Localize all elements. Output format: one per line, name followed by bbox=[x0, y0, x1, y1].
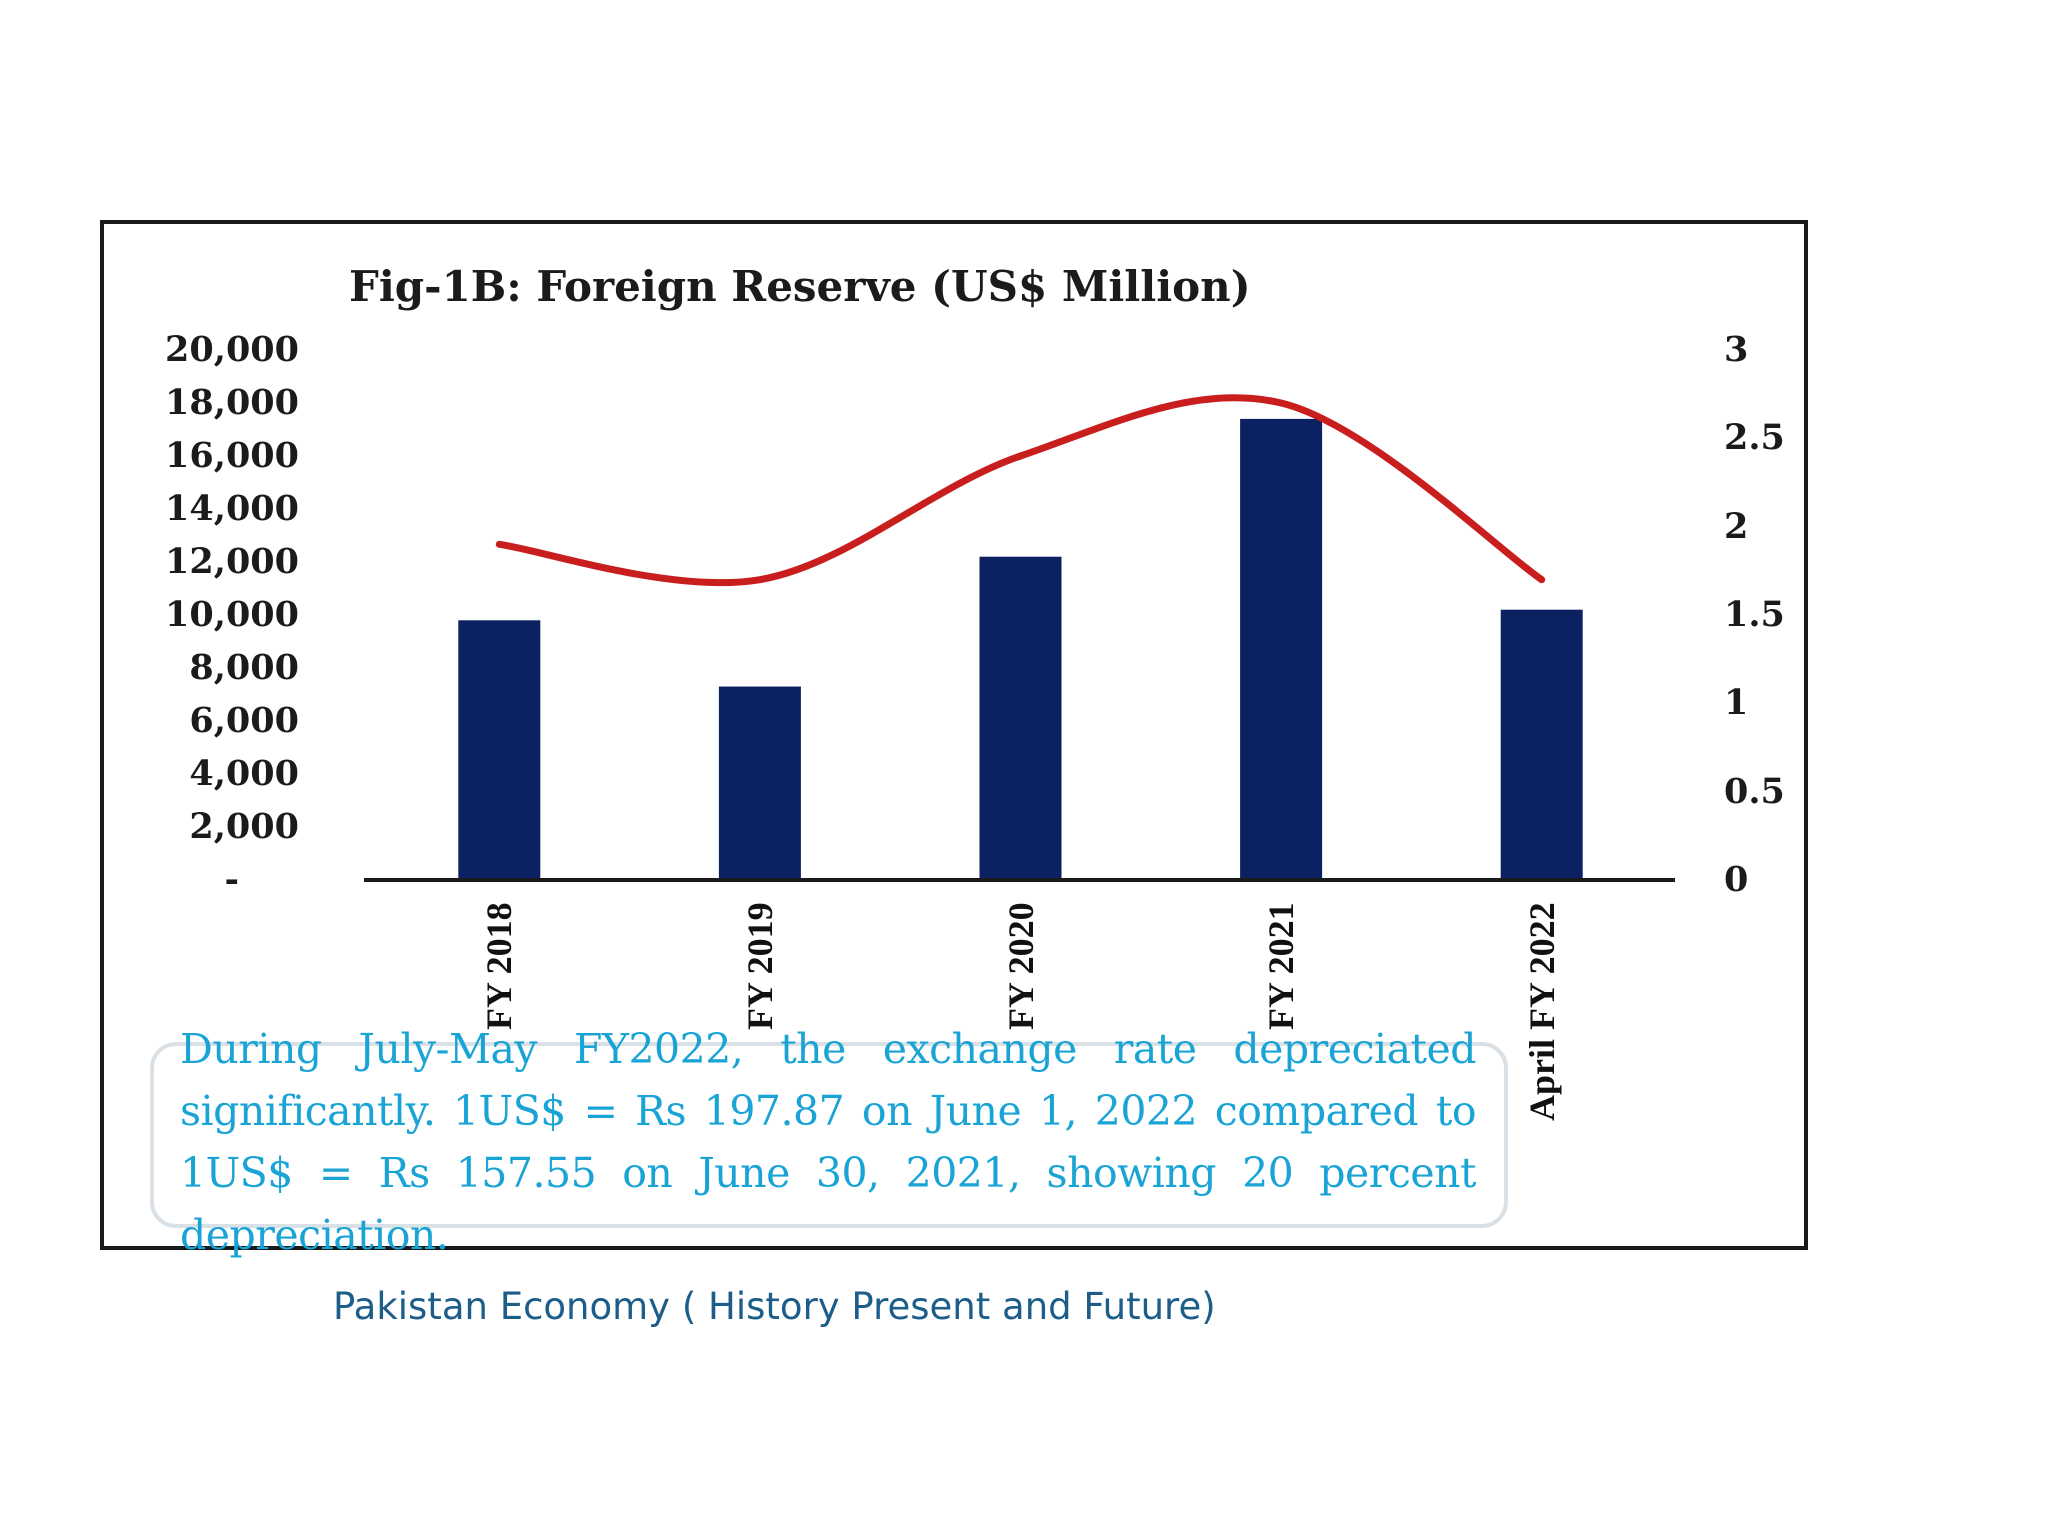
x-tick-label: FY 2020 bbox=[1000, 902, 1041, 1030]
y-right-tick-label: 3 bbox=[1724, 329, 1749, 370]
note-box bbox=[150, 1042, 1508, 1228]
x-tick-label: April FY 2022 bbox=[1521, 902, 1562, 1121]
y-right-tick-label: 2 bbox=[1724, 505, 1749, 547]
bar-group bbox=[458, 418, 1583, 880]
bar-1 bbox=[718, 686, 801, 880]
caption: Pakistan Economy ( History Present and F… bbox=[333, 1285, 1216, 1328]
y-left-tick-label: 18,000 bbox=[165, 382, 299, 423]
y-left-tick-label: 8,000 bbox=[189, 647, 299, 688]
y-left-tick-label: - bbox=[224, 859, 239, 900]
bar-2 bbox=[979, 556, 1062, 880]
y-left-tick-label: 6,000 bbox=[189, 700, 299, 741]
y-right-tick-label: 0.5 bbox=[1724, 770, 1785, 812]
x-tick-label: FY 2018 bbox=[479, 902, 520, 1030]
bar-3 bbox=[1240, 418, 1323, 880]
x-tick-label: FY 2019 bbox=[739, 902, 780, 1030]
y-left-tick-label: 2,000 bbox=[189, 806, 299, 847]
y-right-tick-label: 0 bbox=[1724, 859, 1749, 900]
y-left-tick-label: 12,000 bbox=[165, 541, 299, 582]
y-left-tick-label: 4,000 bbox=[189, 753, 299, 794]
y-left-tick-label: 14,000 bbox=[165, 488, 299, 529]
y-right-tick-label: 1 bbox=[1724, 682, 1749, 724]
line-series bbox=[495, 394, 1546, 587]
y-left-tick-label: 20,000 bbox=[165, 329, 299, 370]
bar-4 bbox=[1500, 609, 1583, 880]
y-right-tick-label: 2.5 bbox=[1724, 417, 1785, 459]
x-tick-label: FY 2021 bbox=[1261, 902, 1302, 1030]
bar-0 bbox=[458, 620, 541, 880]
y-right-tick-label: 1.5 bbox=[1724, 594, 1785, 635]
y-left-tick-label: 16,000 bbox=[165, 435, 299, 476]
chart-plot bbox=[364, 394, 1675, 882]
chart-title: Fig-1B: Foreign Reserve (US$ Million) bbox=[349, 262, 1251, 311]
y-left-tick-label: 10,000 bbox=[165, 594, 299, 635]
chart-frame: Fig-1B: Foreign Reserve (US$ Million) - 2… bbox=[100, 220, 1808, 1250]
note-text: During July-May FY2022, the exchange rat… bbox=[180, 1025, 1477, 1259]
